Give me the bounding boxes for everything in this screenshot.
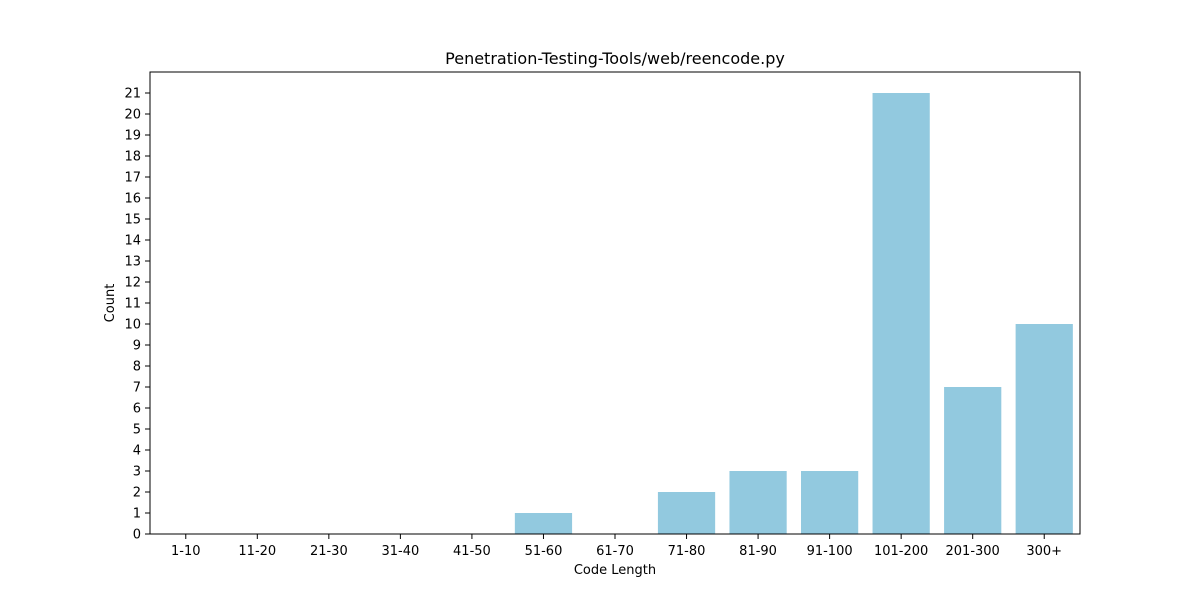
- y-tick-label: 18: [124, 150, 141, 165]
- bar-71-80: [657, 492, 716, 534]
- bar-101-200: [872, 93, 930, 534]
- bar-300+: [1015, 324, 1073, 534]
- y-tick-label: 2: [133, 486, 141, 501]
- x-tick-label: 81-90: [739, 544, 777, 559]
- x-tick-label: 41-50: [453, 544, 491, 559]
- y-tick-label: 3: [133, 465, 141, 480]
- bars-group: [514, 93, 1073, 534]
- y-tick-label: 21: [124, 87, 141, 102]
- y-tick-label: 7: [133, 381, 141, 396]
- x-axis-ticks: 1-10 11-20 21-30 31-40 41-50 51-60 61-70 71-80 8…: [171, 534, 1062, 559]
- x-tick-label: 101-200: [874, 544, 928, 559]
- y-tick-label: 11: [124, 297, 141, 312]
- y-tick-label: 19: [124, 129, 141, 144]
- x-tick-label: 51-60: [525, 544, 563, 559]
- x-tick-label: 31-40: [381, 544, 419, 559]
- y-axis-label: Count: [103, 284, 118, 323]
- bar-81-90: [729, 471, 787, 534]
- y-tick-label: 12: [124, 276, 141, 291]
- x-tick-label: 71-80: [668, 544, 706, 559]
- y-tick-label: 9: [133, 339, 141, 354]
- y-tick-label: 4: [133, 444, 141, 459]
- x-tick-label: 300+: [1026, 544, 1062, 559]
- x-axis-label: Code Length: [574, 563, 656, 578]
- chart-title: Penetration-Testing-Tools/web/reencode.p…: [445, 49, 785, 68]
- x-tick-label: 1-10: [171, 544, 201, 559]
- plot-frame: [149, 71, 1081, 535]
- y-tick-label: 15: [124, 213, 141, 228]
- y-tick-label: 16: [124, 192, 141, 207]
- y-tick-label: 10: [124, 318, 141, 333]
- bar-51-60: [514, 513, 573, 534]
- bar-91-100: [801, 471, 859, 534]
- y-tick-label: 1: [133, 507, 141, 522]
- bar-201-300: [944, 387, 1002, 534]
- x-tick-label: 61-70: [596, 544, 634, 559]
- y-tick-label: 6: [133, 402, 141, 417]
- y-tick-label: 8: [133, 360, 141, 375]
- x-tick-label: 21-30: [310, 544, 348, 559]
- x-tick-label: 11-20: [238, 544, 276, 559]
- y-tick-label: 14: [124, 234, 141, 249]
- x-tick-label: 91-100: [807, 544, 853, 559]
- y-tick-label: 13: [124, 255, 141, 270]
- y-tick-label: 0: [133, 528, 141, 543]
- x-tick-label: 201-300: [946, 544, 1000, 559]
- y-tick-label: 17: [124, 171, 141, 186]
- y-tick-label: 5: [133, 423, 141, 438]
- y-tick-label: 20: [124, 108, 141, 123]
